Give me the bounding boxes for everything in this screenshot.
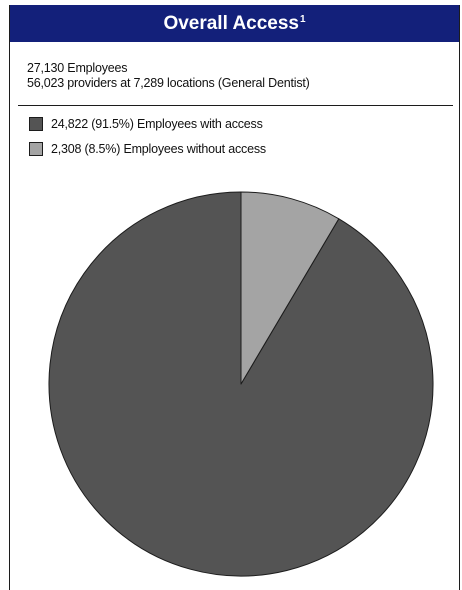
pie-slice-without-access <box>240 191 340 385</box>
summary-line-providers: 56,023 providers at 7,289 locations (Gen… <box>27 76 310 90</box>
legend-label-with-access: 24,822 (91.5%) Employees with access <box>51 117 263 131</box>
chart-panel: Overall Access1 27,130 Employees 56,023 … <box>9 5 460 590</box>
chart-title: Overall Access <box>163 13 299 34</box>
pie-chart <box>48 191 434 577</box>
title-footnote-marker: 1 <box>300 13 306 25</box>
divider <box>18 105 453 106</box>
legend-item-with-access: 24,822 (91.5%) Employees with access <box>29 115 266 133</box>
legend-swatch-without-access <box>29 142 43 156</box>
chart-header: Overall Access1 <box>10 5 459 42</box>
pie-slices <box>48 191 434 577</box>
chart-summary: 27,130 Employees 56,023 providers at 7,2… <box>27 61 310 91</box>
legend-item-without-access: 2,308 (8.5%) Employees without access <box>29 140 266 158</box>
chart-legend: 24,822 (91.5%) Employees with access 2,3… <box>29 115 266 165</box>
legend-label-without-access: 2,308 (8.5%) Employees without access <box>51 142 266 156</box>
legend-swatch-with-access <box>29 117 43 131</box>
summary-line-employees: 27,130 Employees <box>27 61 128 75</box>
